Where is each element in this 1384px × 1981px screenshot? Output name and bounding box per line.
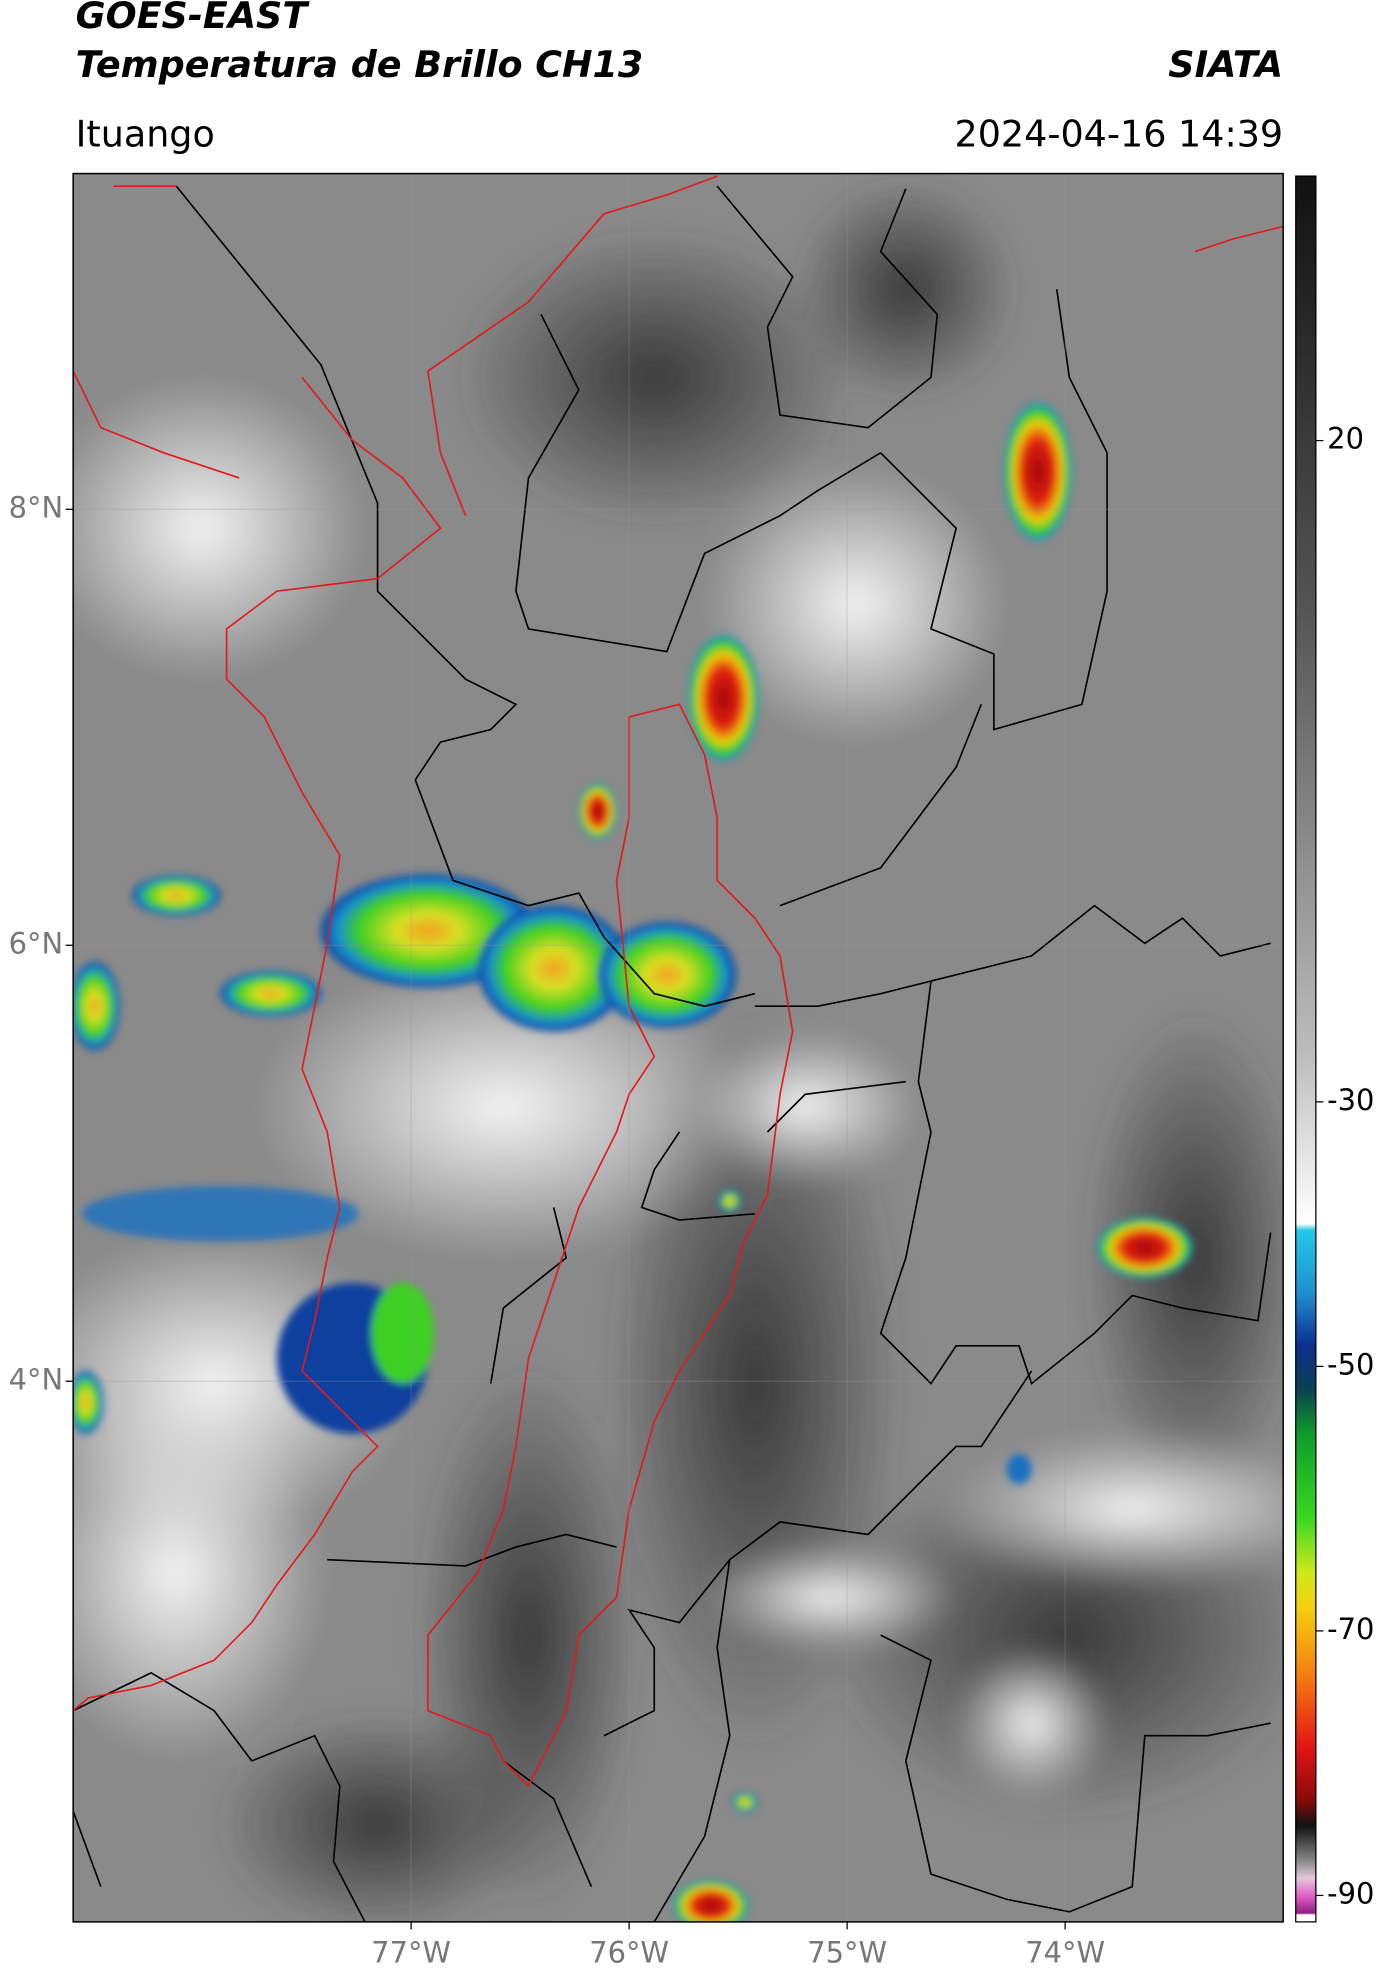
x-tick-label: 77°W [371, 1936, 451, 1970]
source: SIATA [1168, 43, 1283, 86]
datetime: 2024-04-16 14:39 [955, 112, 1284, 155]
colorbar-tick-label: -30 [1327, 1083, 1374, 1117]
graticule [73, 173, 1284, 1922]
y-tick-label: 6°N [9, 926, 63, 960]
map-frame [72, 172, 1284, 1923]
x-tick-label: 76°W [589, 1936, 669, 1970]
colorbar-tick-label: -70 [1327, 1612, 1374, 1646]
x-tick-label: 74°W [1025, 1936, 1105, 1970]
location: Ituango [76, 112, 215, 155]
title-line1: GOES-EAST [76, 0, 311, 37]
colorbar [1295, 175, 1317, 1923]
title-line2: Temperatura de Brillo CH13 [76, 43, 644, 86]
y-tick-label: 8°N [9, 490, 63, 524]
colorbar-tick-label: -90 [1327, 1876, 1374, 1910]
map-imagery [73, 173, 1284, 1922]
y-tick-label: 4°N [9, 1362, 63, 1396]
colorbar-tick-label: -50 [1327, 1347, 1374, 1381]
colorbar-tick-label: 20 [1327, 422, 1364, 456]
x-tick-label: 75°W [807, 1936, 887, 1970]
